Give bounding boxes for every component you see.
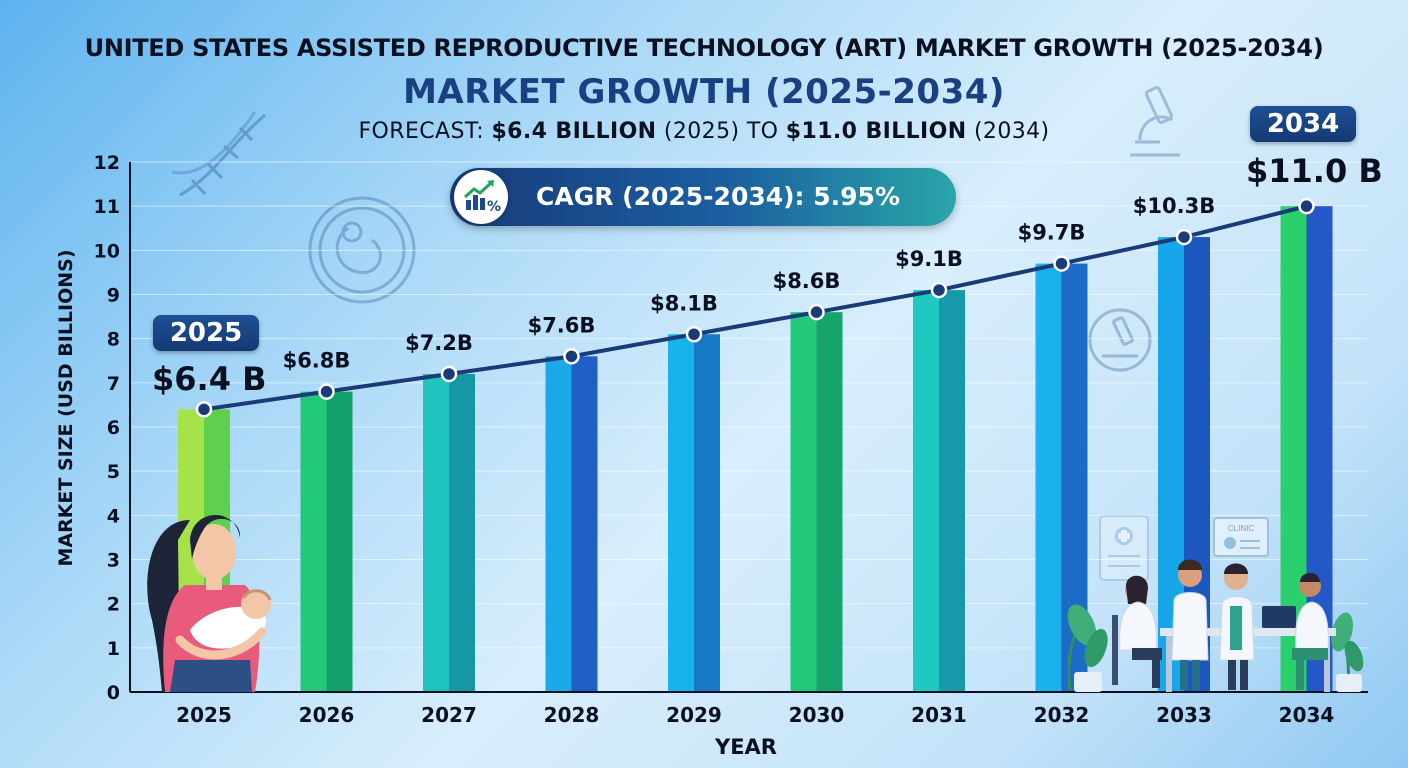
forecast-start-year: (2025) TO [656,119,786,144]
y-axis-title: MARKET SIZE (USD BILLIONS) [55,249,77,566]
value-labels: $6.8B $7.2B $7.6B $8.1B $8.6B $9.1B $9.7B $10.3… [283,194,1216,373]
bar-2026 [300,391,353,692]
x-tick-label: 2028 [544,703,600,727]
dna-icon [171,111,266,197]
trend-point-2026 [318,383,335,400]
start-year-tag: 2025 [153,315,259,351]
value-label-2026: $6.8B [283,349,351,373]
bar-2027 [423,374,475,692]
x-tick-label: 2025 [176,703,232,727]
medical-team-illustration [1067,559,1364,692]
value-label-2029: $8.1B [650,291,718,315]
trend-point-2029 [685,326,703,343]
svg-text:%: % [487,199,501,215]
trend-point-2030 [808,303,825,321]
page-title: UNITED STATES ASSISTED REPRODUCTIVE TECH… [84,34,1324,62]
trend-point-2032 [1053,255,1070,272]
medical-document-icon [1099,515,1149,581]
value-label-2032: $9.7B [1018,221,1086,245]
y-tick-label: 1 [107,638,120,660]
page-subtitle: MARKET GROWTH (2025-2034) [403,72,1005,112]
x-tick-label: 2033 [1156,703,1212,727]
y-tick-label: 5 [107,461,120,483]
growth-chart-percent-icon: % [454,170,508,224]
trend-point-2027 [440,365,458,383]
trend-line [195,197,1315,418]
end-value-label: $11.0 B [1246,152,1383,190]
bar-2028 [545,356,598,692]
start-value-label: $6.4 B [152,360,267,398]
forecast-end-year: (2034) [966,119,1050,144]
x-tick-label: 2034 [1279,703,1335,727]
forecast-prefix: FORECAST: [358,119,492,144]
trend-polyline [203,204,1307,412]
trend-point-2025 [195,401,213,418]
trend-point-2033 [1175,228,1193,246]
microscope-icon [1130,86,1180,157]
y-tick-label: 7 [107,373,120,395]
bars [178,206,1333,693]
y-tick-label: 11 [94,196,120,218]
forecast-line: FORECAST: $6.4 BILLION (2025) TO $11.0 B… [0,119,1408,144]
y-tick-label: 12 [94,152,120,174]
value-label-2030: $8.6B [773,269,841,293]
end-year-tag: 2034 [1250,106,1356,142]
x-axis-title: YEAR [714,735,777,759]
value-label-2028: $7.6B [528,313,596,337]
trend-point-2031 [930,281,948,299]
cagr-label: CAGR (2025-2034): 5.95% [536,182,900,211]
value-label-2031: $9.1B [895,247,963,271]
y-tick-label: 4 [107,505,120,527]
x-tick-label: 2031 [911,703,967,727]
value-label-2027: $7.2B [405,331,473,355]
y-tick-label: 6 [107,417,120,439]
x-tick-label: 2029 [666,703,722,727]
forecast-start-value: $6.4 BILLION [491,119,657,144]
y-tick-label: 3 [107,550,120,572]
mother-with-baby-illustration [147,514,272,692]
clinic-sign-icon: CLINIC [1213,517,1269,557]
bar-2031 [913,290,965,692]
microscope-icon [1088,308,1152,372]
y-tick-label: 0 [107,682,120,704]
clinic-sign-text: CLINIC [1228,524,1254,533]
cagr-badge: % CAGR (2025-2034): 5.95% [450,168,956,226]
y-tick-label: 8 [107,329,120,351]
forecast-end-value: $11.0 BILLION [785,119,967,144]
y-tick-label: 9 [107,285,120,307]
trend-point-2034 [1298,197,1315,215]
y-tick-label: 10 [94,240,120,262]
trend-point-2028 [563,348,580,365]
x-tick-label: 2026 [299,703,355,727]
x-axis-ticks: 2025 2026 2027 2028 2029 2030 2031 2032 2033 2034 [176,703,1334,727]
bar-2030 [790,312,843,692]
x-tick-label: 2030 [789,703,845,727]
value-label-2033: $10.3B [1133,194,1215,218]
x-tick-label: 2032 [1034,703,1090,727]
bar-2029 [668,334,720,692]
x-tick-label: 2027 [421,703,477,727]
y-tick-label: 2 [107,594,120,616]
